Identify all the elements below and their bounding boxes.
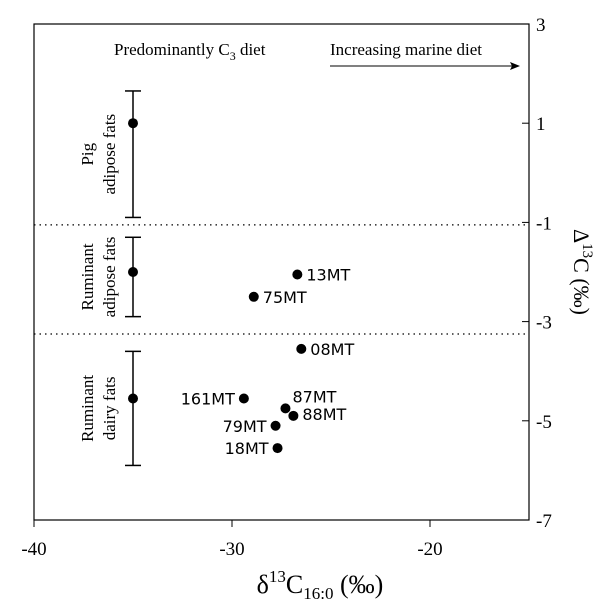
range-label-ruminant-dairy-fats: Ruminant xyxy=(78,375,97,442)
y-tick-label: 1 xyxy=(536,114,546,135)
x-label-main: C xyxy=(286,570,303,599)
x-label-base: δ xyxy=(257,570,269,599)
x-tick-label: -30 xyxy=(219,539,244,560)
y-tick-label: 3 xyxy=(536,15,546,36)
y-label-base: Δ xyxy=(569,229,593,243)
y-axis-ticks: -7 -5 -3 -1 1 3 xyxy=(522,15,552,532)
range-label-ruminant-dairy-fats: dairy fats xyxy=(100,377,119,441)
y-label-unit: (‰) xyxy=(569,273,593,315)
y-label-main: C xyxy=(569,258,593,273)
y-tick-label: -5 xyxy=(536,412,552,433)
x-axis-label: δ13C16:0 (‰) xyxy=(257,567,384,599)
point-label-75mt: 75MT xyxy=(263,288,307,307)
x-tick-label: -40 xyxy=(21,539,46,560)
x-tick-label: -20 xyxy=(417,539,442,560)
diet-left-post: diet xyxy=(236,40,266,59)
y-tick-label: -1 xyxy=(536,213,552,234)
point-18mt xyxy=(272,443,283,454)
point-88mt xyxy=(288,410,299,421)
point-label-08mt: 08MT xyxy=(310,340,354,359)
point-08mt xyxy=(296,343,307,354)
point-label-79mt: 79MT xyxy=(223,417,267,436)
range-point-pig-adipose-fats xyxy=(128,118,138,129)
range-label-ruminant-adipose-fats: Ruminant xyxy=(78,243,97,310)
point-label-87mt: 87MT xyxy=(292,387,336,406)
dividers xyxy=(34,224,529,335)
diet-left-sub: 3 xyxy=(230,49,236,63)
diet-left-annotation: Predominantly C3 diet xyxy=(114,40,266,63)
point-75mt xyxy=(248,291,259,302)
diet-arrow-head xyxy=(510,62,520,70)
point-label-18mt: 18MT xyxy=(225,439,269,458)
y-tick-label: -7 xyxy=(536,511,552,532)
point-13mt xyxy=(292,269,303,280)
point-87mt xyxy=(280,403,291,414)
range-point-ruminant-adipose-fats xyxy=(128,267,138,277)
x-axis-ticks: -40 -30 -20 xyxy=(21,520,443,560)
point-label-161mt: 161MT xyxy=(181,389,235,408)
range-label-ruminant-adipose-fats: adipose fats xyxy=(100,237,119,318)
diet-left-pre: Predominantly C xyxy=(114,40,230,59)
point-label-13mt: 13MT xyxy=(306,265,350,284)
x-label-sub: 16:0 xyxy=(303,584,333,599)
y-label-sup: 13 xyxy=(579,243,593,258)
x-label-sup: 13 xyxy=(269,567,286,586)
range-point-ruminant-dairy-fats xyxy=(128,393,138,404)
diet-right-annotation: Increasing marine diet xyxy=(330,40,482,59)
y-axis-label: Δ13C (‰) xyxy=(569,229,593,315)
y-tick-label: -3 xyxy=(536,313,552,334)
plot-frame xyxy=(33,23,530,521)
point-79mt xyxy=(270,420,281,431)
range-label-pig-adipose-fats: Pig xyxy=(78,142,97,165)
point-161mt xyxy=(238,393,249,404)
range-label-pig-adipose-fats: adipose fats xyxy=(100,114,119,195)
point-label-88mt: 88MT xyxy=(302,405,346,424)
x-label-unit: (‰) xyxy=(334,570,384,599)
